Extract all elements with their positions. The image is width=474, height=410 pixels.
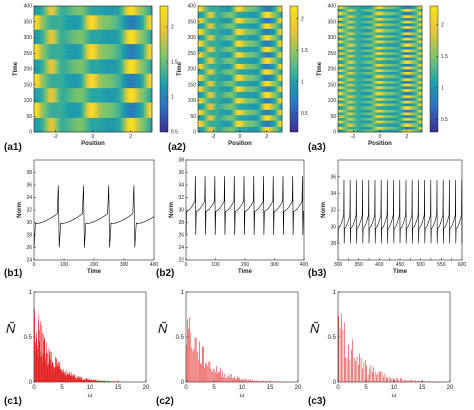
chart-a1: -2 0 2050100150200250300350400PositionTime…	[13, 4, 178, 147]
heatmap-cells-a1	[34, 6, 152, 132]
